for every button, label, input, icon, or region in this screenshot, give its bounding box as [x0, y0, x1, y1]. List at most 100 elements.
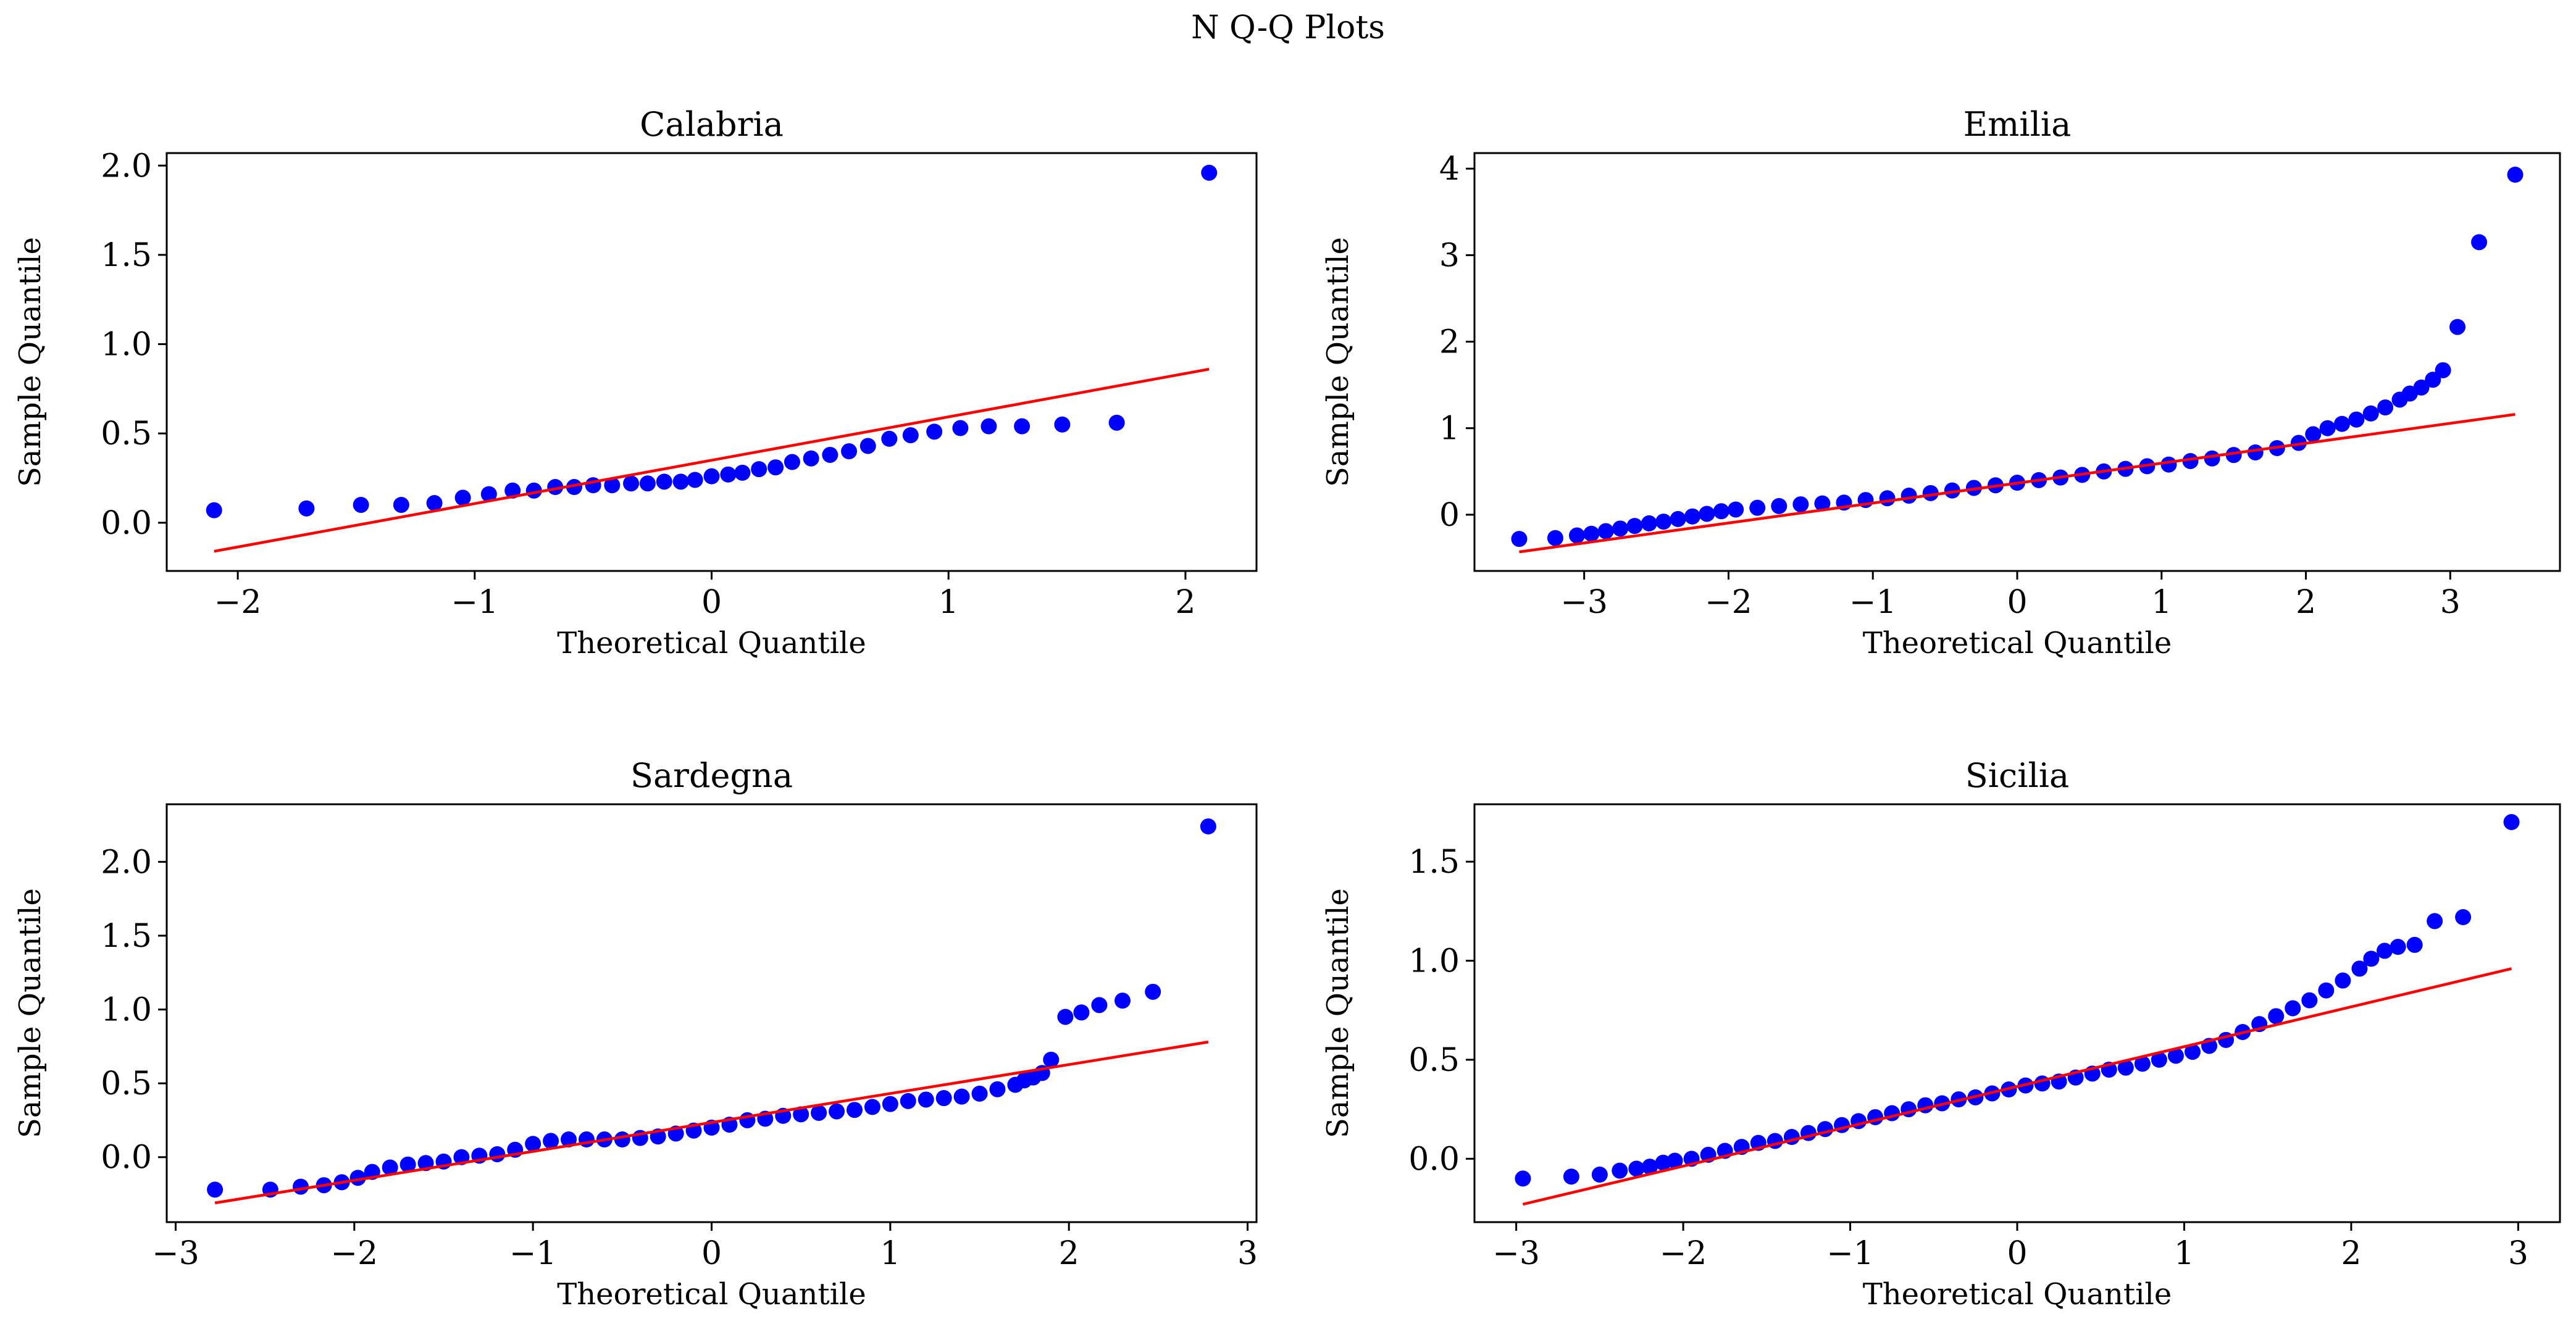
data-point: [1091, 997, 1108, 1014]
data-point: [1612, 520, 1629, 537]
y-tick-label: 0.5: [1408, 1042, 1460, 1079]
data-point: [206, 502, 222, 518]
y-tick-label: 1.0: [101, 327, 152, 364]
x-tick-label: −1: [451, 584, 498, 621]
data-point: [2167, 1047, 2184, 1064]
data-point: [2204, 450, 2220, 467]
data-point: [784, 454, 800, 470]
data-point: [1612, 1162, 1628, 1179]
x-tick-label: 2: [1175, 584, 1195, 621]
y-tick-label: 2: [1439, 324, 1460, 361]
data-point: [751, 461, 767, 478]
data-point: [952, 420, 969, 436]
x-axis-label: Theoretical Quantile: [1863, 1277, 2172, 1312]
data-point: [1699, 506, 1715, 522]
data-point: [656, 473, 672, 490]
data-point: [918, 1091, 934, 1108]
x-tick-label: −2: [1705, 584, 1752, 621]
data-point: [881, 430, 898, 447]
data-point: [1014, 418, 1031, 435]
data-point: [900, 1093, 916, 1109]
data-point: [1563, 1168, 1579, 1185]
subplot-emilia: Emilia −3 −2 −1 0 1 2 3 0 1 2 3 4 Theoretical Quantil…: [1321, 105, 2561, 660]
data-point: [639, 475, 656, 492]
data-point: [2425, 372, 2441, 388]
x-tick-label: 0: [701, 1235, 722, 1272]
x-tick-label: 0: [2007, 1235, 2027, 1272]
x-tick-label: 1: [2174, 1235, 2194, 1272]
x-tick-label: −2: [330, 1235, 378, 1272]
y-tick-label: 3: [1439, 237, 1460, 274]
x-tick-label: 0: [2007, 584, 2027, 621]
data-point: [1626, 518, 1643, 535]
data-point: [1597, 523, 1614, 539]
reference-line: [214, 1040, 1209, 1205]
data-point: [1666, 1152, 1683, 1169]
data-point: [981, 418, 997, 435]
data-point: [1054, 416, 1071, 433]
data-point: [829, 1103, 845, 1120]
data-point: [1628, 1160, 1645, 1177]
reference-line: [1522, 967, 2512, 1206]
data-point: [2305, 426, 2322, 443]
data-point: [349, 1170, 366, 1186]
x-axis-label: Theoretical Quantile: [557, 1277, 866, 1312]
data-point: [566, 479, 582, 496]
data-point: [935, 1090, 952, 1107]
data-point: [480, 486, 497, 502]
subplot-sardegna: Sardegna −3 −2 −1 0 1 2 3 0.0 0.5 1.0 1.5 2.0 Theoret…: [13, 756, 1258, 1312]
subplot-title: Calabria: [640, 105, 784, 144]
data-point: [393, 496, 409, 513]
x-tick-label: 3: [2508, 1235, 2528, 1272]
data-point: [207, 1181, 224, 1198]
x-tick-label: −1: [509, 1235, 557, 1272]
data-point: [2285, 1000, 2301, 1017]
data-point: [1814, 495, 1831, 512]
data-point: [2507, 167, 2524, 183]
x-axis-label: Theoretical Quantile: [557, 626, 866, 660]
data-point: [489, 1146, 506, 1162]
data-point: [882, 1096, 898, 1112]
data-point: [2134, 1055, 2151, 1072]
data-point: [1511, 531, 1528, 547]
subplot-sicilia: Sicilia −3 −2 −1 0 1 2 3 0.0 0.5 1.0 1.5 Theoretical…: [1321, 756, 2561, 1312]
data-point: [803, 450, 819, 467]
data-point: [604, 477, 621, 494]
data-point: [2348, 411, 2365, 428]
data-point: [525, 1136, 542, 1152]
data-point: [543, 1133, 559, 1149]
data-point: [2182, 452, 2199, 469]
x-axis-label: Theoretical Quantile: [1863, 626, 2172, 660]
data-point: [1641, 515, 1657, 531]
data-point: [767, 459, 784, 476]
data-point: [1728, 501, 1744, 518]
data-point: [1749, 499, 1766, 516]
data-point: [841, 443, 858, 460]
data-point: [846, 1102, 863, 1118]
data-point: [953, 1088, 970, 1105]
data-point: [2301, 992, 2318, 1009]
x-tick-label: 2: [2296, 584, 2316, 621]
y-tick-label: 1.5: [101, 237, 152, 274]
data-point: [1771, 497, 1788, 514]
x-tick-label: −1: [1826, 1235, 1874, 1272]
data-point: [687, 472, 703, 488]
data-point: [2319, 420, 2336, 436]
data-point: [1043, 1051, 1060, 1068]
data-point: [2503, 814, 2520, 830]
y-tick-label: 1.5: [1408, 844, 1460, 881]
data-point: [672, 473, 689, 490]
data-point: [1944, 482, 1960, 499]
y-tick-label: 0.5: [101, 415, 152, 452]
x-tick-label: −3: [152, 1235, 199, 1272]
data-point: [864, 1099, 880, 1115]
subplot-title: Emilia: [1963, 105, 2072, 144]
data-point: [2160, 456, 2177, 473]
data-point: [1684, 508, 1701, 525]
axes-frame: [165, 803, 1258, 1223]
data-point: [1145, 983, 1161, 1000]
data-point: [2268, 1008, 2285, 1025]
y-tick-label: 1.5: [101, 918, 152, 955]
y-tick-label: 1.0: [101, 992, 152, 1029]
